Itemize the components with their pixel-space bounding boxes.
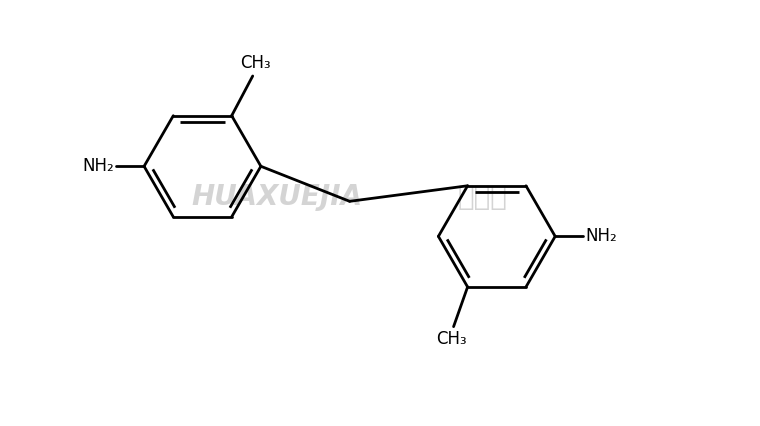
Text: CH₃: CH₃	[239, 54, 271, 72]
Text: NH₂: NH₂	[585, 227, 617, 245]
Text: 化学加: 化学加	[458, 183, 508, 210]
Text: HUAXUEJIA: HUAXUEJIA	[192, 183, 363, 210]
Text: NH₂: NH₂	[82, 157, 114, 175]
Text: CH₃: CH₃	[436, 331, 467, 348]
